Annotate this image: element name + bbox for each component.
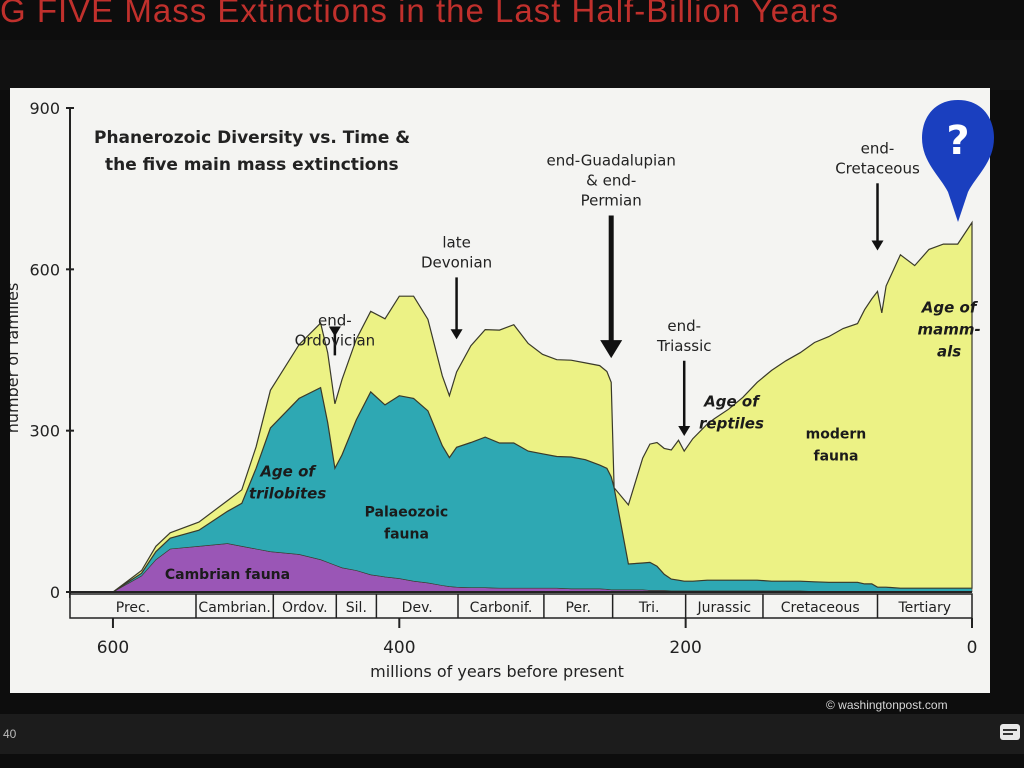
fauna-label-modern-fauna: modern xyxy=(806,427,867,443)
credit: © washingtonpost.com xyxy=(826,698,948,712)
extinction-arrow-head xyxy=(678,426,691,437)
era-label-carbonif: Carbonif. xyxy=(470,600,533,616)
era-label-tertiary: Tertiary xyxy=(897,600,951,616)
extinction-label: Permian xyxy=(581,192,642,210)
axes-layer xyxy=(69,108,972,598)
region-labels: Cambrian fauna Palaeozoic fauna modern fauna… xyxy=(165,298,981,583)
title-bar-divider xyxy=(0,40,1024,90)
y-tick-label: 300 xyxy=(29,422,60,441)
areas-layer xyxy=(70,220,973,593)
fauna-label-palaeozoic-fauna: fauna xyxy=(384,527,429,543)
chart-title-line-2: the five main mass extinctions xyxy=(105,155,399,175)
x-tick-label: 400 xyxy=(383,638,415,658)
era-label-per: Per. xyxy=(566,600,591,616)
region-label: trilobites xyxy=(249,484,326,502)
era-label-sil: Sil. xyxy=(346,600,367,616)
y-tick-label: 900 xyxy=(29,99,60,118)
series-area-modern-fauna xyxy=(70,220,973,593)
extinction-label: Ordovician xyxy=(295,331,376,349)
fauna-label-palaeozoic-fauna: Palaeozoic xyxy=(365,505,449,521)
region-label: Age of xyxy=(921,298,979,316)
extinction-arrow-head xyxy=(600,340,623,359)
x-tick-label: 200 xyxy=(669,638,701,658)
slide-title: G FIVE Mass Extinctions in the Last Half… xyxy=(0,0,840,29)
region-label: Age of xyxy=(259,462,317,480)
extinction-arrow-head xyxy=(328,326,341,337)
extinction-annotations: end- Ordovician late Devonian end-Guadalupia… xyxy=(295,139,920,437)
chart-panel: Prec. Cambrian. Ordov. Sil. Dev. Carbonif. Per… xyxy=(10,88,990,693)
x-tick-label: 0 xyxy=(967,638,978,658)
question-marker-icon[interactable] xyxy=(920,96,996,236)
extinction-label: & end- xyxy=(586,172,636,190)
extinction-label: Cretaceous xyxy=(835,159,920,177)
y-tick-label: 600 xyxy=(29,260,60,279)
tick-labels: 0 300 600 900 600 400 200 0 xyxy=(29,99,977,658)
extinction-label: end- xyxy=(318,311,352,329)
slide-number: 40 xyxy=(3,727,17,741)
region-label: als xyxy=(937,342,961,360)
extinction-arrow-head xyxy=(871,240,884,251)
era-label-jurassic: Jurassic xyxy=(697,600,752,616)
extinction-label: Devonian xyxy=(421,253,492,271)
region-label: reptiles xyxy=(699,414,764,432)
era-label-tri: Tri. xyxy=(638,600,660,616)
era-label-dev: Dev. xyxy=(402,600,433,616)
slideshow-bottom-bar xyxy=(0,714,1024,754)
extinction-label: end- xyxy=(667,317,701,335)
closed-caption-icon[interactable] xyxy=(1000,724,1020,740)
era-label-ordov: Ordov. xyxy=(282,600,328,616)
y-tick-label: 0 xyxy=(50,583,60,602)
fauna-label-cambrian-fauna: Cambrian fauna xyxy=(165,567,290,583)
era-band xyxy=(69,593,973,619)
region-label: mamm- xyxy=(917,320,980,338)
era-label-prec: Prec. xyxy=(116,600,150,616)
region-label: Age of xyxy=(703,392,761,410)
extinction-arrow-head xyxy=(450,329,463,340)
x-tick-label: 600 xyxy=(97,638,129,658)
era-label-cambrian: Cambrian. xyxy=(198,600,270,616)
fauna-label-modern-fauna: fauna xyxy=(814,449,859,465)
era-axis: Prec. Cambrian. Ordov. Sil. Dev. Carbonif. Per… xyxy=(69,593,973,619)
diversity-chart: Prec. Cambrian. Ordov. Sil. Dev. Carbonif. Per… xyxy=(10,99,981,681)
x-axis-label: millions of years before present xyxy=(370,662,624,681)
era-label-cretaceous: Cretaceous xyxy=(781,600,860,616)
y-axis-label: number of families xyxy=(10,283,22,434)
extinction-label: end-Guadalupian xyxy=(547,152,676,170)
extinction-label: Triassic xyxy=(656,337,712,355)
extinction-label: late xyxy=(442,233,470,251)
extinction-label: end- xyxy=(861,139,895,157)
chart-title-line-1: Phanerozoic Diversity vs. Time & xyxy=(94,128,410,148)
